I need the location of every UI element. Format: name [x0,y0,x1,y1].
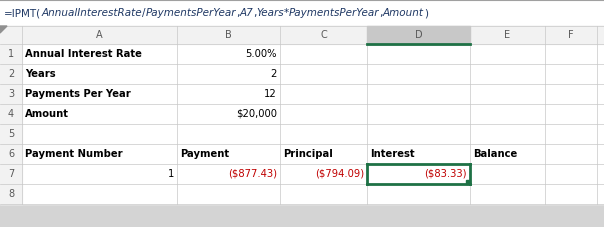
Text: F: F [568,30,574,40]
Text: 4: 4 [8,109,14,119]
Text: ($794.09): ($794.09) [315,169,364,179]
Text: Amount: Amount [383,8,424,18]
Text: D: D [415,30,422,40]
Text: ,: , [379,8,383,18]
Text: Years: Years [256,8,284,18]
Text: ,: , [253,8,256,18]
Text: ,: , [236,8,239,18]
Text: 1: 1 [8,49,14,59]
Text: Principal: Principal [283,149,333,159]
Text: 12: 12 [265,89,277,99]
Text: Payment: Payment [180,149,229,159]
Text: AnnualInterestRate: AnnualInterestRate [41,8,142,18]
Polygon shape [0,26,7,33]
Text: 5.00%: 5.00% [245,49,277,59]
Text: 2: 2 [8,69,14,79]
Text: $20,000: $20,000 [236,109,277,119]
Text: E: E [504,30,510,40]
Text: Balance: Balance [473,149,517,159]
Text: ($83.33): ($83.33) [425,169,467,179]
Text: Amount: Amount [25,109,69,119]
Text: PaymentsPerYear: PaymentsPerYear [145,8,236,18]
Text: 2: 2 [271,69,277,79]
Text: /: / [142,8,145,18]
Text: A: A [96,30,103,40]
Text: A7: A7 [239,8,253,18]
Text: =IPMT(: =IPMT( [4,8,41,18]
Text: B: B [225,30,232,40]
Text: ): ) [424,8,428,18]
Text: C: C [320,30,327,40]
Polygon shape [466,180,470,184]
Text: ($877.43): ($877.43) [228,169,277,179]
Text: PaymentsPerYear: PaymentsPerYear [289,8,379,18]
Text: 6: 6 [8,149,14,159]
Text: 3: 3 [8,89,14,99]
Text: Payments Per Year: Payments Per Year [25,89,130,99]
Text: 8: 8 [8,189,14,199]
Text: 5: 5 [8,129,14,139]
Text: Interest: Interest [370,149,414,159]
Text: 1: 1 [168,169,174,179]
Text: 7: 7 [8,169,14,179]
Text: Years: Years [25,69,56,79]
Text: Payment Number: Payment Number [25,149,123,159]
Text: *: * [284,8,289,18]
Text: Annual Interest Rate: Annual Interest Rate [25,49,142,59]
